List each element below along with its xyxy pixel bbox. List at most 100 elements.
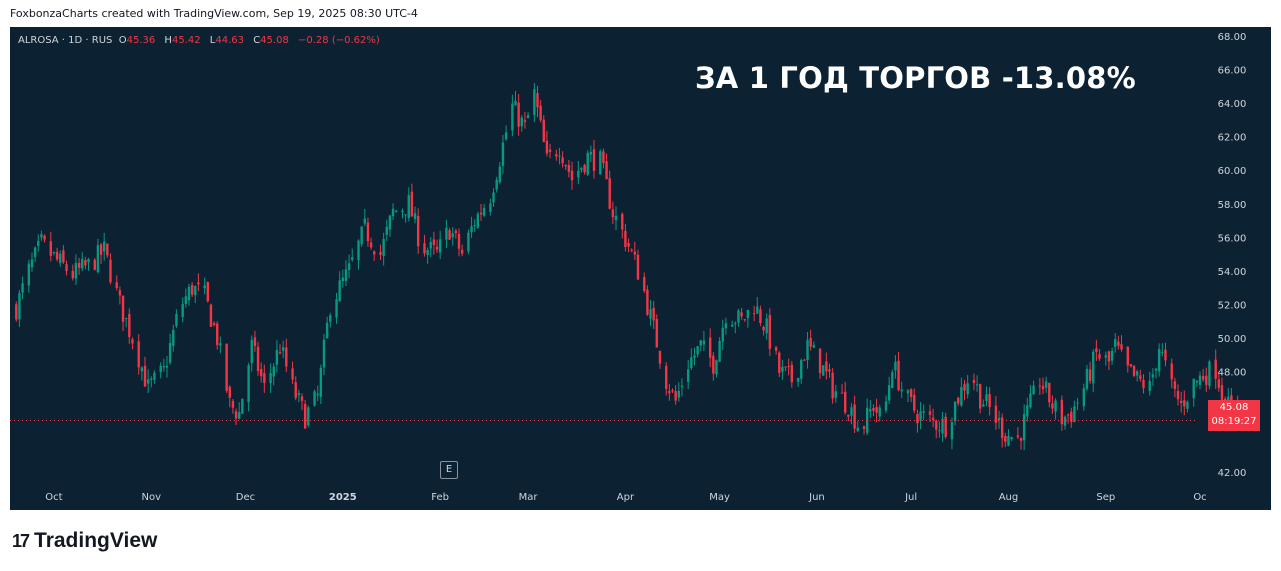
candle-body [577,170,580,178]
candle-body [1126,346,1129,366]
candle-body [646,289,649,315]
y-tick-label: 66.00 [1218,66,1247,77]
candle-body [605,161,608,180]
change-value: −0.28 (−0.62%) [298,35,380,46]
candle-body [752,313,756,315]
candle-body [1048,382,1051,403]
chart-area[interactable]: 68.00 66.00 64.00 62.00 60.00 58.00 56.00 54.00… [10,27,1271,510]
candle-body [690,357,693,369]
candle-body [388,215,392,230]
candle-body [303,403,307,429]
candle-body [960,387,963,406]
candle-body [234,411,238,419]
candle-body [194,286,197,296]
candle-body [561,157,564,164]
candle-body [1076,402,1079,404]
high-label: H [164,35,172,46]
candle-body [633,251,637,255]
candle-body [1019,438,1023,441]
candle-body [49,241,53,256]
candle-body [630,249,633,251]
candle-body [891,372,894,388]
candle-body [115,282,118,289]
candle-body [460,249,464,254]
candle-body [608,178,611,209]
candle-body [887,385,891,401]
candle-body [677,390,680,398]
candle-body [84,260,87,266]
candle-body [438,239,442,253]
candle-body [1154,368,1158,371]
candle-body [1198,375,1202,385]
candle-body [1104,355,1108,358]
candle-body [834,391,837,398]
candle-body [263,373,266,383]
candle-body [259,369,263,377]
candle-body [687,369,690,382]
candle-body [150,378,153,381]
candle-body [853,404,856,429]
candle-body [319,367,323,397]
candle-body [269,373,272,384]
candle-body [43,235,46,240]
candle-body [759,309,762,324]
candle-body [916,413,919,424]
candle-body [1179,400,1183,403]
candle-body [168,342,172,363]
candle-body [636,254,640,280]
candle-body [37,240,40,246]
candle-body [1051,403,1054,409]
candle-body [1073,406,1076,423]
candle-body [1088,369,1092,381]
high-value: 45.42 [171,35,201,46]
candle-body [599,151,602,175]
candle-body [316,393,319,396]
candle-body [338,280,341,302]
last-price-tag: 45.08 08:19:27 [1208,400,1260,431]
low-label: L [209,35,216,46]
symbol-label[interactable]: ALROSA · 1D · RUS [18,35,113,46]
candle-body [812,345,815,348]
candle-body [21,283,24,293]
candle-body [495,179,498,190]
y-tick-label: 68.00 [1218,32,1247,43]
candle-body [1205,375,1208,385]
y-tick-label: 42.00 [1218,468,1247,479]
x-tick-label: Oc [1193,492,1206,503]
candle-body [33,247,37,257]
candle-body [379,251,382,255]
y-tick-label: 62.00 [1218,133,1247,144]
candle-body [228,386,231,398]
candle-body [1041,385,1045,390]
candle-body [850,407,853,416]
candle-body [52,252,56,254]
candle-body [18,293,21,320]
candle-body [746,309,750,319]
candle-body [219,343,222,346]
candle-body [919,411,922,421]
brand-name: TradingView [34,529,158,552]
x-tick-label: May [709,492,730,503]
candle-body [81,258,84,269]
candle-body [900,389,903,392]
tradingview-logo[interactable]: 17 TradingView [12,529,157,553]
x-tick-label: Jun [808,492,825,503]
candle-body [87,258,90,263]
candle-body [938,430,941,432]
candle-body [774,347,778,351]
ohlc-legend: ALROSA · 1D · RUS O45.36 H45.42 L44.63 C… [18,35,386,46]
candle-body [416,215,420,247]
candle-body [520,117,523,127]
candle-body [325,322,329,338]
candlestick-chart[interactable]: 68.00 66.00 64.00 62.00 60.00 58.00 56.00 54.00… [10,27,1271,510]
y-tick-label: 52.00 [1218,300,1247,311]
x-tick-label: Aug [999,492,1019,503]
candle-body [501,142,505,166]
earnings-event-badge[interactable]: E [440,461,458,479]
candle-body [93,259,96,270]
candle-body [1029,393,1032,408]
candle-body [1173,381,1177,389]
candle-body [621,213,624,230]
candle-body [778,352,781,373]
candle-body [395,210,398,212]
